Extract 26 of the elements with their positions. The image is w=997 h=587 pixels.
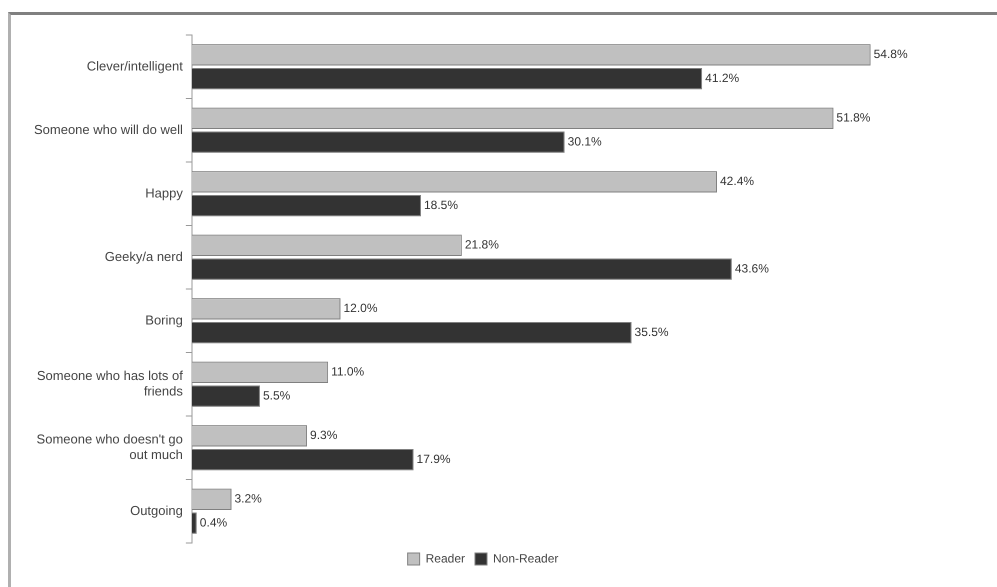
legend-label: Non-Reader (492, 551, 558, 566)
data-label: 9.3% (310, 428, 338, 442)
data-label: 42.4% (720, 174, 754, 188)
y-tick-label: Someone who has lots of friends (36, 368, 184, 399)
y-tick-label: Someone who doesn't go out much (36, 432, 183, 462)
data-label: 5.5% (262, 388, 291, 402)
data-label: 21.8% (464, 238, 500, 252)
data-label: 43.6% (734, 261, 770, 276)
data-label: 3.2% (234, 492, 262, 506)
data-label: 51.8% (836, 110, 871, 125)
data-label: 17.9% (416, 452, 451, 466)
y-tick-label: Clever/intelligent (86, 58, 184, 74)
y-tick-label: Boring (145, 312, 183, 328)
legend-label: Reader (426, 551, 465, 566)
y-tick-label: Geeky/a nerd (104, 248, 183, 264)
data-label: 41.2% (705, 70, 740, 85)
y-tick-label: Someone who will do well (34, 122, 183, 137)
data-label: 35.5% (634, 324, 669, 339)
data-label: 0.4% (200, 515, 228, 530)
data-label: 12.0% (343, 301, 378, 316)
data-label: 18.5% (424, 198, 458, 212)
data-label: 54.8% (874, 47, 908, 62)
data-label: 11.0% (331, 364, 365, 379)
y-tick-label: Outgoing (130, 502, 183, 518)
y-tick-label: Happy (145, 185, 184, 200)
data-label: 30.1% (568, 134, 602, 148)
